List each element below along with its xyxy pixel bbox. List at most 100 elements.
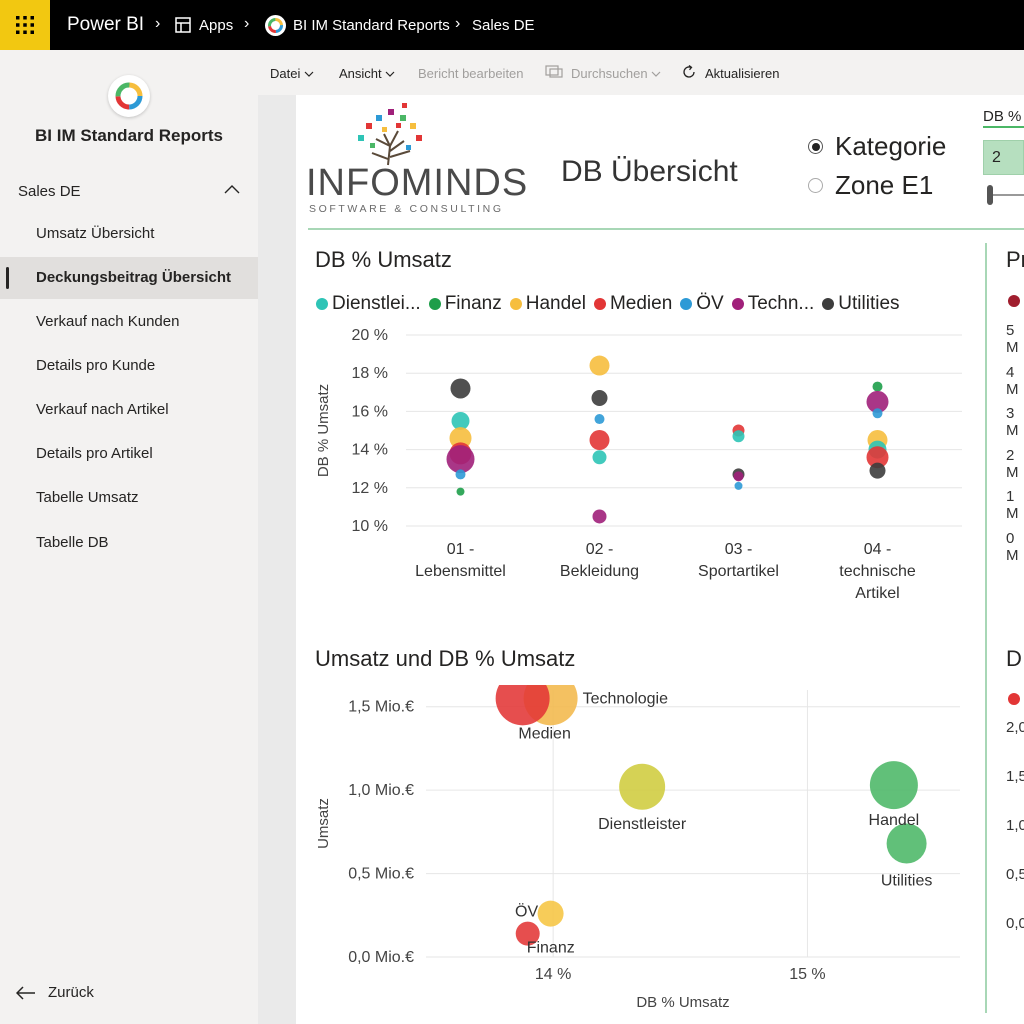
data-point[interactable] [734,481,743,490]
legend-label: Finanz [444,293,502,314]
file-menu[interactable]: Datei [270,66,314,81]
chevron-down-icon [304,71,314,77]
back-button[interactable]: Zurück [16,984,94,1001]
radio-kategorie-label: Kategorie [835,131,947,161]
chevron-right-icon: › [155,15,161,32]
data-point[interactable] [592,450,607,465]
y-tick-label: 1,5 Mio.€ [348,699,414,716]
bubble[interactable] [869,761,918,810]
data-point[interactable] [446,445,475,474]
legend-label: Techn... [747,293,815,314]
nav-item-details-pro-kunde[interactable]: Details pro Kunde [36,357,156,374]
legend-swatch [680,298,693,310]
bubble[interactable] [619,763,666,810]
breadcrumb-apps[interactable]: Apps [199,17,234,34]
data-point[interactable] [589,430,610,451]
nav-item-tabelle-umsatz[interactable]: Tabelle Umsatz [36,489,139,506]
slider-track [991,194,1024,196]
nav-item-deckungsbeitrag-uebersicht[interactable]: Deckungsbeitrag Übersicht [0,257,258,299]
nav-item-tabelle-db[interactable]: Tabelle DB [36,534,109,551]
y-tick-label: 18 % [352,365,388,382]
data-point[interactable] [456,487,465,496]
bubble-label: Finanz [527,940,575,957]
waffle-icon [16,16,34,34]
right-axis-tick-label: 1,5 [1006,768,1024,785]
bubble[interactable] [886,823,927,864]
data-point[interactable] [866,446,889,469]
breadcrumb-report[interactable]: BI IM Standard Reports [293,17,450,34]
right-axis-tick-label: 2,0 [1006,719,1024,736]
bubble-label: Utilities [881,873,933,890]
explore-icon [545,64,563,81]
right-axis-tick-label: 3 M [1006,405,1019,439]
legend-item[interactable]: Handel [509,293,586,315]
data-point[interactable] [592,509,607,524]
data-point[interactable] [732,430,745,443]
nav-item-verkauf-nach-kunden[interactable]: Verkauf nach Kunden [36,313,180,330]
x-tick-label: 15 % [789,966,825,983]
slicer-value-input[interactable]: 2 [983,140,1024,175]
bubble-label: Handel [869,812,920,829]
nav-item-umsatz-uebersicht[interactable]: Umsatz Übersicht [36,225,155,242]
chevron-right-icon: › [455,15,461,32]
right-axis-tick-label: 4 M [1006,363,1019,398]
data-point[interactable] [450,378,471,399]
data-point[interactable] [869,462,886,479]
legend-label: Dienstlei... [332,293,421,314]
chart1-legend: Dienstlei... Finanz Handel Medien ÖV Techn...… [316,293,900,315]
right-legend-dot [1008,295,1020,307]
radio-kategorie[interactable]: Kategorie [808,131,946,162]
legend-item[interactable]: Finanz [428,293,502,315]
data-point[interactable] [872,381,883,392]
data-point[interactable] [591,390,608,407]
legend-swatch [822,298,835,310]
radio-zone-e1[interactable]: Zone E1 [808,170,933,201]
data-point[interactable] [449,427,472,450]
y-tick-label: 10 % [352,518,388,535]
data-point[interactable] [451,411,470,430]
apps-icon [175,17,191,33]
y-tick-label: 0,0 Mio.€ [348,949,414,966]
legend-item[interactable]: Dienstlei... [316,293,421,315]
legend-item[interactable]: ÖV [680,293,724,315]
data-point[interactable] [594,414,605,425]
data-point[interactable] [872,408,883,419]
data-point[interactable] [589,355,610,376]
view-menu[interactable]: Ansicht [339,66,395,81]
arrow-left-icon [16,985,35,1000]
explore-menu[interactable]: Durchsuchen [571,66,661,81]
legend-swatch [428,298,441,310]
chevron-right-icon: › [244,15,250,32]
app-launcher-button[interactable] [0,0,50,50]
nav-section-sales-de[interactable]: Sales DE [18,183,81,200]
x-tick-label: 02 - [586,541,614,558]
tree-icon [358,103,422,166]
nav-item-details-pro-artikel[interactable]: Details pro Artikel [36,445,153,462]
bubble-label: Dienstleister [598,816,687,833]
breadcrumb-page[interactable]: Sales DE [472,17,535,34]
chevron-up-icon[interactable] [224,181,240,198]
bubble[interactable] [495,685,550,726]
legend-item[interactable]: Techn... [731,293,815,315]
refresh-button[interactable]: Aktualisieren [705,66,780,81]
data-point[interactable] [455,469,466,480]
data-point[interactable] [866,390,889,413]
bubble[interactable] [537,900,564,927]
data-point[interactable] [733,471,744,482]
brand-name[interactable]: Power BI [67,14,145,35]
legend-item[interactable]: Utilities [822,293,900,315]
nav-item-verkauf-nach-artikel[interactable]: Verkauf nach Artikel [36,401,169,418]
y-tick-label: 16 % [352,403,388,420]
chart1-plot[interactable]: 20 % 18 % 16 % 14 % 12 % 10 % DB % Umsatz 01 - L… [296,320,976,615]
right-axis-tick-label: 0 M [1006,529,1019,564]
x-tick-label: Artikel [855,585,899,602]
legend-item[interactable]: Medien [593,293,672,315]
legend-swatch [509,298,522,310]
slider-handle[interactable] [987,185,993,205]
right-axis-tick-label: 0,5 [1006,866,1024,883]
edit-report-button[interactable]: Bericht bearbeiten [418,66,524,81]
bubble[interactable] [515,921,540,946]
y-tick-label: 20 % [352,327,388,344]
file-menu-label: Datei [270,66,301,81]
chart2-plot[interactable]: 1,5 Mio.€ 1,0 Mio.€ 0,5 Mio.€ 0,0 Mio.€ 14 %… [296,685,976,1020]
